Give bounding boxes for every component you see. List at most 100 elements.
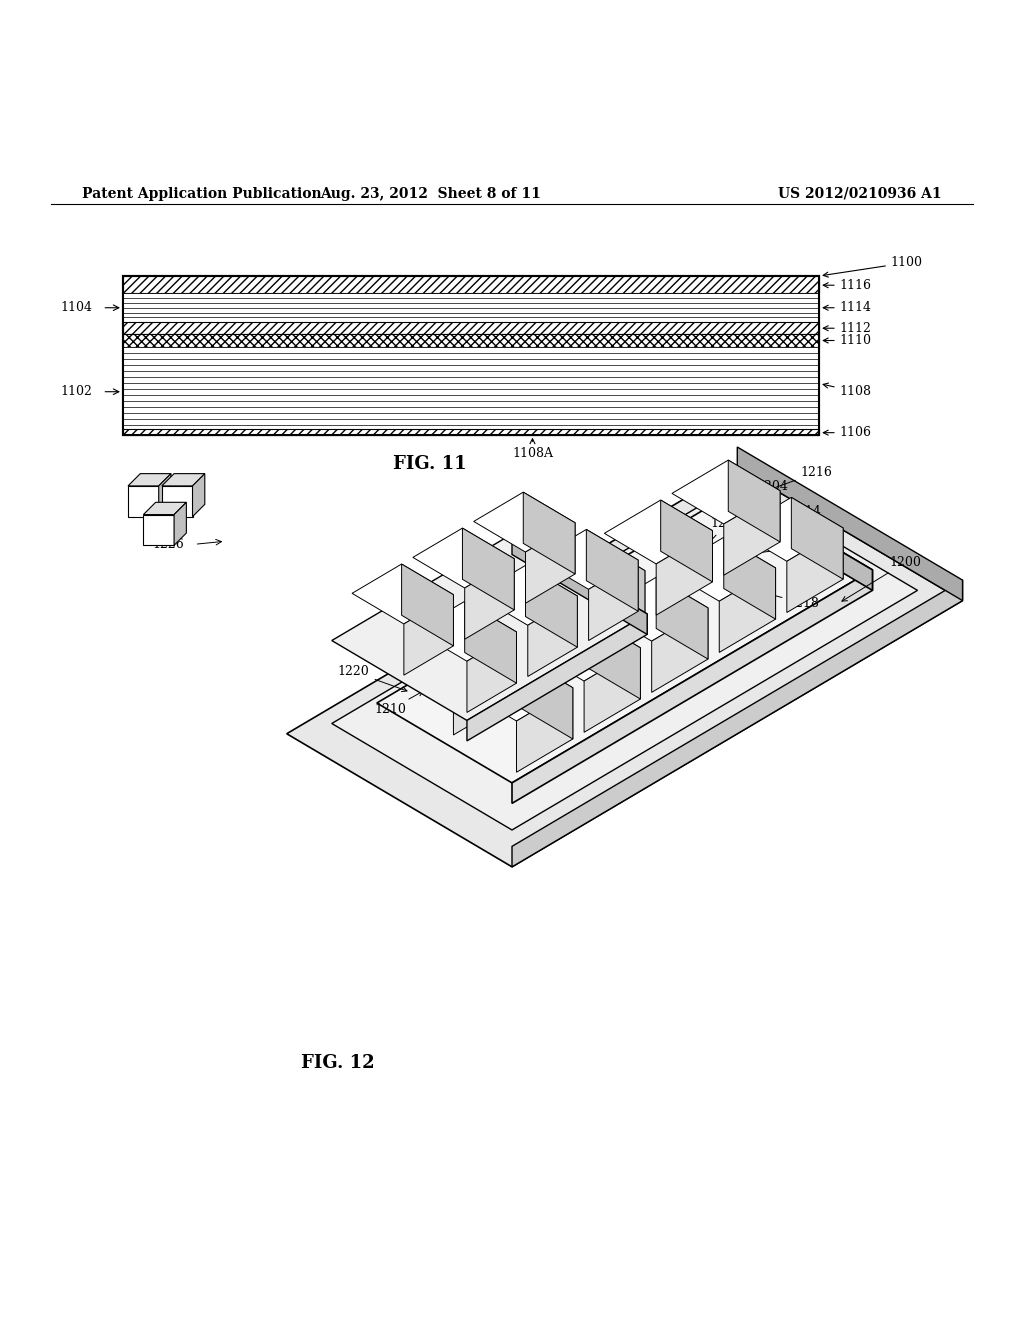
Polygon shape	[465, 602, 516, 684]
Polygon shape	[672, 461, 780, 524]
Polygon shape	[792, 498, 843, 579]
Polygon shape	[593, 540, 645, 622]
Polygon shape	[512, 535, 647, 635]
Polygon shape	[537, 540, 645, 603]
Polygon shape	[403, 595, 454, 675]
Polygon shape	[584, 648, 640, 733]
Text: 1108A: 1108A	[512, 438, 553, 459]
Text: FIG. 12: FIG. 12	[301, 1055, 375, 1072]
Polygon shape	[521, 611, 578, 696]
Polygon shape	[589, 618, 640, 700]
Polygon shape	[463, 528, 514, 610]
Polygon shape	[589, 560, 638, 640]
Polygon shape	[668, 537, 775, 601]
Polygon shape	[516, 688, 572, 772]
Polygon shape	[287, 467, 963, 867]
Polygon shape	[476, 565, 578, 626]
Text: 1116: 1116	[823, 279, 871, 292]
Polygon shape	[786, 528, 843, 612]
Polygon shape	[589, 570, 645, 655]
Polygon shape	[474, 492, 575, 552]
Text: 1202: 1202	[718, 498, 767, 523]
Polygon shape	[143, 515, 174, 545]
Text: 1102: 1102	[60, 385, 92, 399]
Polygon shape	[128, 474, 171, 486]
Polygon shape	[162, 474, 205, 486]
Text: 1106: 1106	[823, 426, 871, 440]
Bar	[123, 293, 819, 322]
Bar	[123, 347, 819, 430]
Text: 1218: 1218	[730, 582, 819, 610]
Polygon shape	[523, 492, 575, 574]
Text: 1224: 1224	[560, 585, 600, 630]
Text: 1200: 1200	[842, 556, 922, 601]
Text: 1210: 1210	[374, 692, 423, 717]
Polygon shape	[537, 529, 638, 589]
Text: 1208: 1208	[450, 647, 482, 686]
Polygon shape	[512, 570, 872, 804]
Text: Patent Application Publication: Patent Application Publication	[82, 187, 322, 201]
Text: US 2012/0210936 A1: US 2012/0210936 A1	[778, 187, 942, 201]
Polygon shape	[465, 558, 514, 639]
Polygon shape	[737, 447, 963, 601]
Polygon shape	[651, 609, 708, 693]
Polygon shape	[352, 564, 454, 624]
Text: 1230: 1230	[603, 550, 639, 602]
Text: 1104: 1104	[60, 301, 92, 314]
Text: 1220: 1220	[338, 665, 407, 692]
Text: 1112: 1112	[823, 322, 871, 335]
Polygon shape	[724, 537, 775, 619]
Polygon shape	[737, 490, 872, 590]
Polygon shape	[512, 579, 963, 867]
Text: 1204: 1204	[730, 480, 788, 498]
Polygon shape	[377, 490, 872, 783]
Polygon shape	[532, 618, 640, 681]
Polygon shape	[525, 565, 578, 647]
Polygon shape	[467, 614, 647, 741]
Text: 1228: 1228	[132, 503, 164, 516]
Text: 1114: 1114	[823, 301, 871, 314]
Bar	[123, 276, 819, 293]
Polygon shape	[415, 602, 516, 661]
Polygon shape	[332, 484, 918, 830]
Polygon shape	[521, 657, 572, 739]
Polygon shape	[724, 491, 780, 576]
Polygon shape	[525, 579, 578, 661]
Text: 1222: 1222	[572, 560, 623, 624]
Text: 1216: 1216	[764, 466, 833, 492]
Text: 1206: 1206	[741, 539, 830, 557]
Bar	[123, 334, 819, 347]
Polygon shape	[193, 474, 205, 516]
Polygon shape	[143, 503, 186, 515]
Polygon shape	[604, 500, 713, 564]
Polygon shape	[465, 657, 572, 721]
Polygon shape	[525, 523, 575, 603]
Bar	[123, 429, 819, 434]
Polygon shape	[413, 528, 514, 587]
Polygon shape	[128, 486, 159, 516]
Polygon shape	[458, 620, 510, 702]
Polygon shape	[174, 503, 186, 545]
Polygon shape	[660, 500, 713, 582]
Polygon shape	[159, 474, 171, 516]
Polygon shape	[587, 529, 638, 611]
Polygon shape	[469, 579, 578, 644]
Text: 1100: 1100	[823, 256, 923, 277]
Bar	[123, 276, 819, 434]
Polygon shape	[600, 577, 708, 642]
Text: 1212: 1212	[673, 517, 742, 582]
Text: 1214: 1214	[753, 500, 821, 517]
Polygon shape	[656, 577, 708, 659]
Polygon shape	[527, 597, 578, 676]
Text: Aug. 23, 2012  Sheet 8 of 11: Aug. 23, 2012 Sheet 8 of 11	[319, 187, 541, 201]
Polygon shape	[467, 632, 516, 713]
Text: 1110: 1110	[823, 334, 871, 347]
Polygon shape	[728, 461, 780, 543]
Bar	[123, 276, 819, 434]
Text: FIG. 11: FIG. 11	[393, 455, 467, 473]
Polygon shape	[735, 498, 843, 561]
Polygon shape	[454, 651, 510, 735]
Text: 1226: 1226	[153, 537, 184, 550]
Polygon shape	[656, 531, 713, 615]
Polygon shape	[401, 564, 454, 645]
